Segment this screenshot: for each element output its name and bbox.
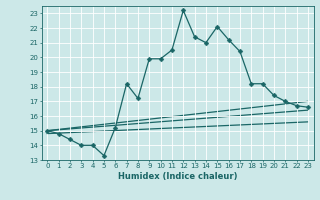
X-axis label: Humidex (Indice chaleur): Humidex (Indice chaleur): [118, 172, 237, 181]
